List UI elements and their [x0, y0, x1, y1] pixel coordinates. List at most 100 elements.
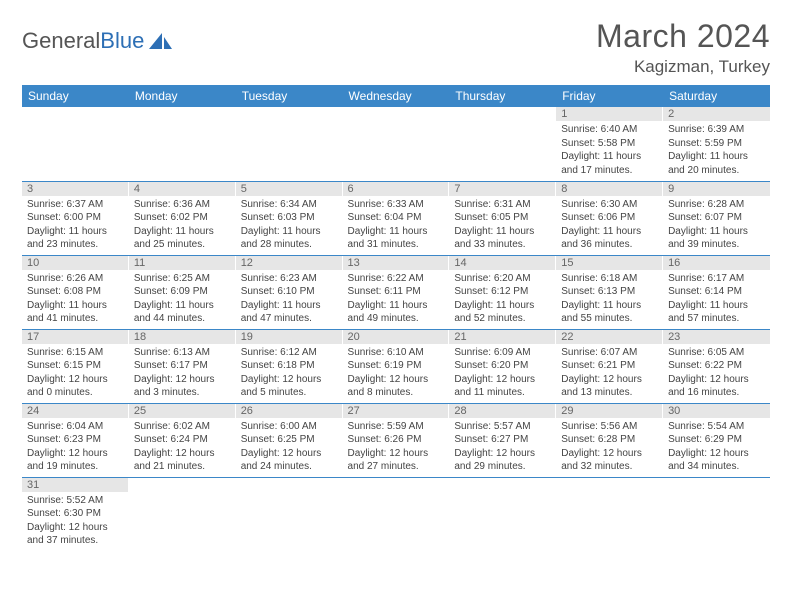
day-info: Sunrise: 5:59 AMSunset: 6:26 PMDaylight:…	[343, 418, 450, 477]
day-number: 22	[556, 330, 663, 344]
day-info: Sunrise: 6:30 AMSunset: 6:06 PMDaylight:…	[556, 196, 663, 255]
calendar-cell: 12Sunrise: 6:23 AMSunset: 6:10 PMDayligh…	[236, 255, 343, 329]
day-number: 16	[663, 256, 770, 270]
calendar-cell	[22, 107, 129, 181]
day-number: 17	[22, 330, 129, 344]
calendar-cell	[449, 477, 556, 551]
calendar-cell: 14Sunrise: 6:20 AMSunset: 6:12 PMDayligh…	[449, 255, 556, 329]
calendar-cell	[129, 107, 236, 181]
calendar-cell: 15Sunrise: 6:18 AMSunset: 6:13 PMDayligh…	[556, 255, 663, 329]
day-info: Sunrise: 6:23 AMSunset: 6:10 PMDaylight:…	[236, 270, 343, 329]
day-info: Sunrise: 6:05 AMSunset: 6:22 PMDaylight:…	[663, 344, 770, 403]
day-info: Sunrise: 6:17 AMSunset: 6:14 PMDaylight:…	[663, 270, 770, 329]
day-info: Sunrise: 5:52 AMSunset: 6:30 PMDaylight:…	[22, 492, 129, 551]
calendar-cell	[236, 107, 343, 181]
calendar-cell: 31Sunrise: 5:52 AMSunset: 6:30 PMDayligh…	[22, 477, 129, 551]
day-number: 27	[343, 404, 450, 418]
calendar-cell: 13Sunrise: 6:22 AMSunset: 6:11 PMDayligh…	[343, 255, 450, 329]
day-number: 23	[663, 330, 770, 344]
day-number: 28	[449, 404, 556, 418]
calendar-cell: 30Sunrise: 5:54 AMSunset: 6:29 PMDayligh…	[663, 403, 770, 477]
day-info: Sunrise: 6:07 AMSunset: 6:21 PMDaylight:…	[556, 344, 663, 403]
calendar-cell: 7Sunrise: 6:31 AMSunset: 6:05 PMDaylight…	[449, 181, 556, 255]
calendar-cell: 24Sunrise: 6:04 AMSunset: 6:23 PMDayligh…	[22, 403, 129, 477]
day-info: Sunrise: 5:54 AMSunset: 6:29 PMDaylight:…	[663, 418, 770, 477]
calendar-cell: 27Sunrise: 5:59 AMSunset: 6:26 PMDayligh…	[343, 403, 450, 477]
day-number: 12	[236, 256, 343, 270]
day-number: 1	[556, 107, 663, 121]
calendar-cell	[236, 477, 343, 551]
day-number: 6	[343, 182, 450, 196]
day-info: Sunrise: 6:00 AMSunset: 6:25 PMDaylight:…	[236, 418, 343, 477]
day-header: Tuesday	[236, 85, 343, 107]
day-number: 3	[22, 182, 129, 196]
calendar-cell: 9Sunrise: 6:28 AMSunset: 6:07 PMDaylight…	[663, 181, 770, 255]
day-info: Sunrise: 6:22 AMSunset: 6:11 PMDaylight:…	[343, 270, 450, 329]
title-block: March 2024 Kagizman, Turkey	[596, 18, 770, 77]
calendar-cell: 29Sunrise: 5:56 AMSunset: 6:28 PMDayligh…	[556, 403, 663, 477]
calendar-cell: 5Sunrise: 6:34 AMSunset: 6:03 PMDaylight…	[236, 181, 343, 255]
day-number: 10	[22, 256, 129, 270]
calendar-cell: 11Sunrise: 6:25 AMSunset: 6:09 PMDayligh…	[129, 255, 236, 329]
day-info: Sunrise: 6:34 AMSunset: 6:03 PMDaylight:…	[236, 196, 343, 255]
day-info: Sunrise: 6:28 AMSunset: 6:07 PMDaylight:…	[663, 196, 770, 255]
calendar-cell	[556, 477, 663, 551]
day-number: 30	[663, 404, 770, 418]
day-number: 9	[663, 182, 770, 196]
day-number: 8	[556, 182, 663, 196]
day-info: Sunrise: 6:18 AMSunset: 6:13 PMDaylight:…	[556, 270, 663, 329]
location: Kagizman, Turkey	[596, 57, 770, 77]
calendar-cell: 23Sunrise: 6:05 AMSunset: 6:22 PMDayligh…	[663, 329, 770, 403]
brand-part1: General	[22, 28, 100, 54]
day-info: Sunrise: 5:57 AMSunset: 6:27 PMDaylight:…	[449, 418, 556, 477]
day-number: 18	[129, 330, 236, 344]
calendar-cell: 4Sunrise: 6:36 AMSunset: 6:02 PMDaylight…	[129, 181, 236, 255]
calendar-head: SundayMondayTuesdayWednesdayThursdayFrid…	[22, 85, 770, 107]
day-info: Sunrise: 6:31 AMSunset: 6:05 PMDaylight:…	[449, 196, 556, 255]
calendar-cell	[129, 477, 236, 551]
day-info: Sunrise: 6:13 AMSunset: 6:17 PMDaylight:…	[129, 344, 236, 403]
calendar-cell: 3Sunrise: 6:37 AMSunset: 6:00 PMDaylight…	[22, 181, 129, 255]
day-info: Sunrise: 6:20 AMSunset: 6:12 PMDaylight:…	[449, 270, 556, 329]
brand-logo: GeneralBlue	[22, 18, 174, 54]
calendar-cell: 6Sunrise: 6:33 AMSunset: 6:04 PMDaylight…	[343, 181, 450, 255]
day-number: 7	[449, 182, 556, 196]
calendar-cell: 25Sunrise: 6:02 AMSunset: 6:24 PMDayligh…	[129, 403, 236, 477]
day-info: Sunrise: 6:02 AMSunset: 6:24 PMDaylight:…	[129, 418, 236, 477]
day-number: 15	[556, 256, 663, 270]
day-number: 29	[556, 404, 663, 418]
day-number: 26	[236, 404, 343, 418]
day-number: 2	[663, 107, 770, 121]
day-header: Sunday	[22, 85, 129, 107]
day-info: Sunrise: 6:09 AMSunset: 6:20 PMDaylight:…	[449, 344, 556, 403]
day-number: 13	[343, 256, 450, 270]
calendar-cell: 2Sunrise: 6:39 AMSunset: 5:59 PMDaylight…	[663, 107, 770, 181]
sail-icon	[148, 31, 174, 51]
day-info: Sunrise: 6:12 AMSunset: 6:18 PMDaylight:…	[236, 344, 343, 403]
day-header: Thursday	[449, 85, 556, 107]
month-title: March 2024	[596, 18, 770, 55]
day-number: 31	[22, 478, 129, 492]
header: GeneralBlue March 2024 Kagizman, Turkey	[22, 18, 770, 77]
calendar-cell: 26Sunrise: 6:00 AMSunset: 6:25 PMDayligh…	[236, 403, 343, 477]
calendar-cell	[343, 107, 450, 181]
calendar-cell: 8Sunrise: 6:30 AMSunset: 6:06 PMDaylight…	[556, 181, 663, 255]
calendar-cell	[343, 477, 450, 551]
day-info: Sunrise: 6:39 AMSunset: 5:59 PMDaylight:…	[663, 121, 770, 180]
calendar-cell: 22Sunrise: 6:07 AMSunset: 6:21 PMDayligh…	[556, 329, 663, 403]
calendar-cell: 20Sunrise: 6:10 AMSunset: 6:19 PMDayligh…	[343, 329, 450, 403]
calendar-cell: 21Sunrise: 6:09 AMSunset: 6:20 PMDayligh…	[449, 329, 556, 403]
calendar-cell: 16Sunrise: 6:17 AMSunset: 6:14 PMDayligh…	[663, 255, 770, 329]
day-info: Sunrise: 6:40 AMSunset: 5:58 PMDaylight:…	[556, 121, 663, 180]
day-info: Sunrise: 6:36 AMSunset: 6:02 PMDaylight:…	[129, 196, 236, 255]
day-number: 5	[236, 182, 343, 196]
calendar-cell: 1Sunrise: 6:40 AMSunset: 5:58 PMDaylight…	[556, 107, 663, 181]
day-info: Sunrise: 6:33 AMSunset: 6:04 PMDaylight:…	[343, 196, 450, 255]
day-number: 19	[236, 330, 343, 344]
calendar-table: SundayMondayTuesdayWednesdayThursdayFrid…	[22, 85, 770, 551]
brand-part2: Blue	[100, 28, 144, 54]
day-header: Saturday	[663, 85, 770, 107]
calendar-cell	[663, 477, 770, 551]
calendar-body: 1Sunrise: 6:40 AMSunset: 5:58 PMDaylight…	[22, 107, 770, 551]
calendar-cell: 17Sunrise: 6:15 AMSunset: 6:15 PMDayligh…	[22, 329, 129, 403]
